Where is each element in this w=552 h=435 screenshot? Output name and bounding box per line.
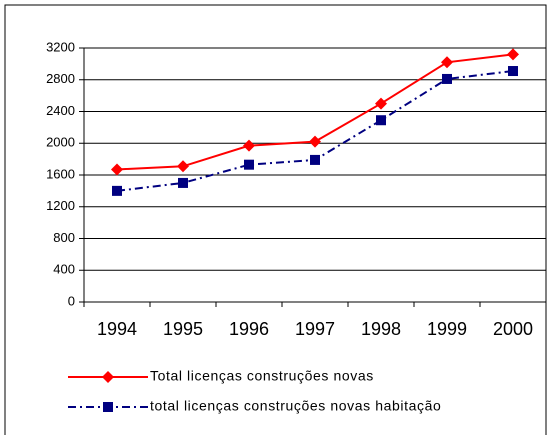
data-point [508, 66, 518, 77]
x-tick-label: 1996 [229, 319, 269, 339]
data-point [112, 185, 122, 196]
x-tick-label: 1999 [427, 319, 467, 339]
data-point [507, 48, 519, 61]
legend-label: Total licenças construções novas [150, 368, 374, 384]
data-point [177, 160, 189, 173]
x-tick-label: 2000 [493, 319, 533, 339]
y-tick-label: 3200 [46, 39, 75, 54]
y-tick-label: 1600 [46, 166, 75, 181]
y-tick-label: 2800 [46, 71, 75, 86]
y-tick-label: 2000 [46, 135, 75, 150]
x-tick-label: 1998 [361, 319, 401, 339]
data-point [309, 135, 321, 148]
data-point [441, 56, 453, 69]
data-point [376, 115, 386, 126]
x-tick-label: 1994 [97, 319, 137, 339]
legend-label: total licenças construções novas habitaç… [150, 398, 441, 414]
data-point [442, 73, 452, 84]
data-point [111, 163, 123, 176]
y-tick-label: 0 [68, 293, 75, 308]
x-tick-label: 1995 [163, 319, 203, 339]
data-point [310, 154, 320, 165]
y-tick-label: 2400 [46, 103, 75, 118]
data-point [244, 159, 254, 170]
legend-marker [103, 402, 113, 412]
y-tick-label: 1200 [46, 198, 75, 213]
data-point [178, 177, 188, 188]
y-tick-label: 800 [53, 230, 75, 245]
data-point [375, 97, 387, 110]
y-tick-label: 400 [53, 262, 75, 277]
data-point [243, 139, 255, 152]
legend-marker [102, 371, 114, 383]
x-tick-label: 1997 [295, 319, 335, 339]
chart-frame [4, 4, 547, 435]
